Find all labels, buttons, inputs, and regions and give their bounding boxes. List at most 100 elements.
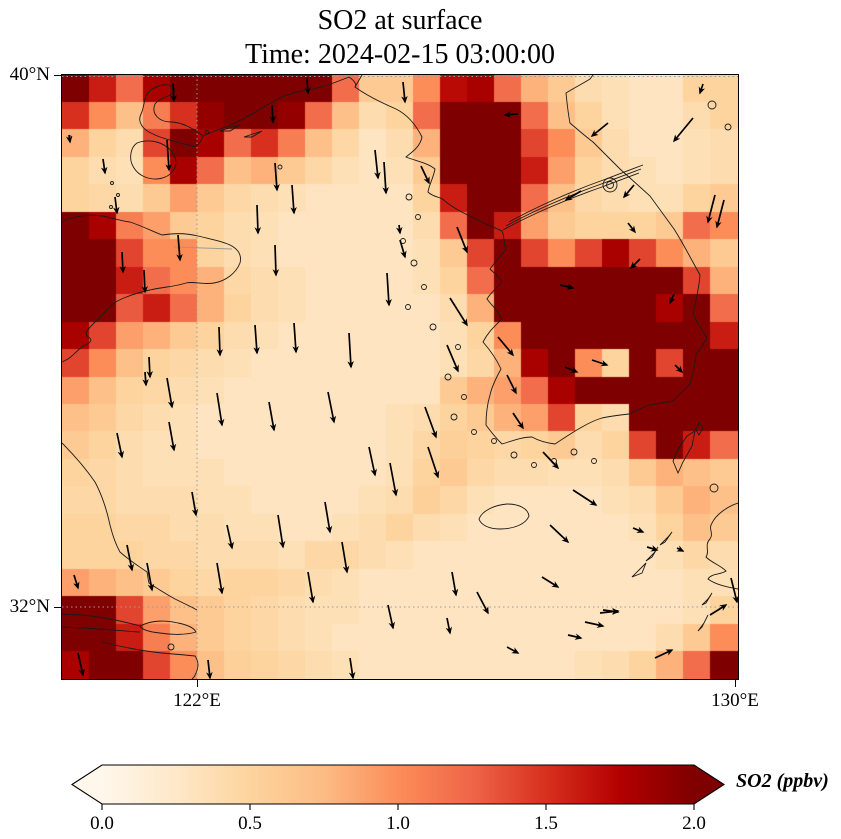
wind-arrow xyxy=(549,524,570,544)
wind-arrow xyxy=(709,604,728,616)
islet-sliver-1 xyxy=(219,124,241,132)
wind-arrow xyxy=(116,432,125,459)
wind-arrow xyxy=(676,545,685,552)
wind-arrow xyxy=(254,204,262,235)
wind-arrow xyxy=(347,332,354,369)
wind-arrow xyxy=(715,199,725,229)
wind-arrow xyxy=(420,165,430,185)
river-shandong xyxy=(173,246,233,250)
wind-arrow xyxy=(253,324,260,355)
islet-sliver-2 xyxy=(243,130,263,138)
west-coast-islands xyxy=(205,130,597,468)
colorbar-tick-label: 0.5 xyxy=(238,813,262,834)
wind-arrow xyxy=(590,122,609,137)
wind-arrow xyxy=(141,269,149,294)
coast-liaodong xyxy=(202,76,350,137)
coast-kyushu xyxy=(705,502,738,590)
wind-arrow xyxy=(424,406,438,439)
wind-arrow xyxy=(541,576,560,588)
x-tick-label: 130°E xyxy=(711,690,759,711)
wind-arrow xyxy=(389,462,399,497)
island-small-1 xyxy=(701,592,713,606)
wind-arrow xyxy=(304,77,311,95)
wind-arrow xyxy=(216,326,224,357)
colorbar-tick-label: 1.5 xyxy=(534,813,558,834)
island-small-2 xyxy=(697,614,709,632)
y-tick xyxy=(54,74,62,76)
wind-arrow xyxy=(170,82,177,103)
wind-arrow xyxy=(399,239,407,259)
wind-arrow xyxy=(654,649,674,659)
map-overlay xyxy=(62,75,738,679)
island-goto-3 xyxy=(659,531,673,546)
graticule-gridlines xyxy=(62,75,738,679)
wind-arrow xyxy=(622,184,635,199)
wind-arrow xyxy=(564,190,582,201)
x-tick-label: 122°E xyxy=(173,690,221,711)
wind-arrow xyxy=(396,224,403,235)
wind-arrow xyxy=(73,574,80,590)
wind-arrow xyxy=(542,451,560,470)
wind-arrow xyxy=(476,591,489,615)
wind-arrow xyxy=(506,646,520,654)
wind-arrow xyxy=(564,366,579,373)
wind-arrow xyxy=(446,344,459,373)
wind-arrow xyxy=(503,111,519,118)
wind-arrow xyxy=(456,226,468,254)
wind-arrow xyxy=(269,104,276,124)
wind-arrow xyxy=(168,421,177,452)
wind-arrow xyxy=(506,374,517,395)
y-tick-label: 32°N xyxy=(9,596,50,617)
wind-arrow xyxy=(374,149,381,180)
river-yalu xyxy=(354,75,363,88)
wind-arrow xyxy=(307,571,316,604)
wind-arrow xyxy=(730,577,738,604)
wind-arrow xyxy=(146,562,155,592)
wind-arrow xyxy=(126,544,135,572)
wind-arrow xyxy=(191,491,199,517)
wind-arrow xyxy=(206,659,213,679)
wind-arrow xyxy=(341,541,350,574)
island-chongming xyxy=(139,620,197,635)
coast-shandong xyxy=(62,214,241,363)
wind-arrow xyxy=(146,356,153,379)
colorbar-ticks: 0.0 0.5 1.0 1.5 2.0 xyxy=(90,804,706,834)
wind-arrow xyxy=(567,633,583,640)
island-tsushima-north xyxy=(695,422,704,436)
wind-arrow xyxy=(290,184,297,215)
island-iki xyxy=(709,483,719,493)
wind-arrow xyxy=(401,81,408,104)
wind-arrow xyxy=(449,297,468,327)
coast-yangtze-south xyxy=(101,641,199,679)
wind-arrow xyxy=(646,545,659,552)
wind-arrow xyxy=(627,222,636,234)
wind-arrow xyxy=(226,524,234,550)
wind-arrow xyxy=(559,283,575,290)
wind-arrow xyxy=(632,526,645,533)
wind-arrow xyxy=(451,571,459,597)
map-panel xyxy=(61,74,739,680)
wind-arrow xyxy=(385,272,392,307)
wind-arrow xyxy=(272,244,280,277)
wind-arrow xyxy=(176,234,183,262)
figure-subtitle: Time: 2024-02-15 03:00:00 xyxy=(244,39,556,70)
river-yangtze-1 xyxy=(62,613,141,627)
wind-arrow xyxy=(387,604,395,630)
colorbar-tick-label: 2.0 xyxy=(682,813,706,834)
wind-arrow xyxy=(591,359,609,367)
bohai-islands xyxy=(68,135,120,209)
wind-arrow xyxy=(706,194,716,224)
wind-arrow xyxy=(368,446,377,477)
wind-arrow xyxy=(674,364,684,374)
wind-arrow xyxy=(119,251,126,274)
east-coast-islets xyxy=(602,100,732,193)
wind-arrow xyxy=(584,621,605,628)
wind-arrow xyxy=(277,514,286,549)
wind-arrow xyxy=(165,139,172,172)
island-tsushima-south xyxy=(672,430,696,475)
wind-arrow xyxy=(669,293,676,305)
river-yangtze-2 xyxy=(62,626,141,633)
wind-arrow xyxy=(273,162,280,192)
wind-arrow xyxy=(698,83,705,95)
island-goto-1 xyxy=(631,562,647,578)
